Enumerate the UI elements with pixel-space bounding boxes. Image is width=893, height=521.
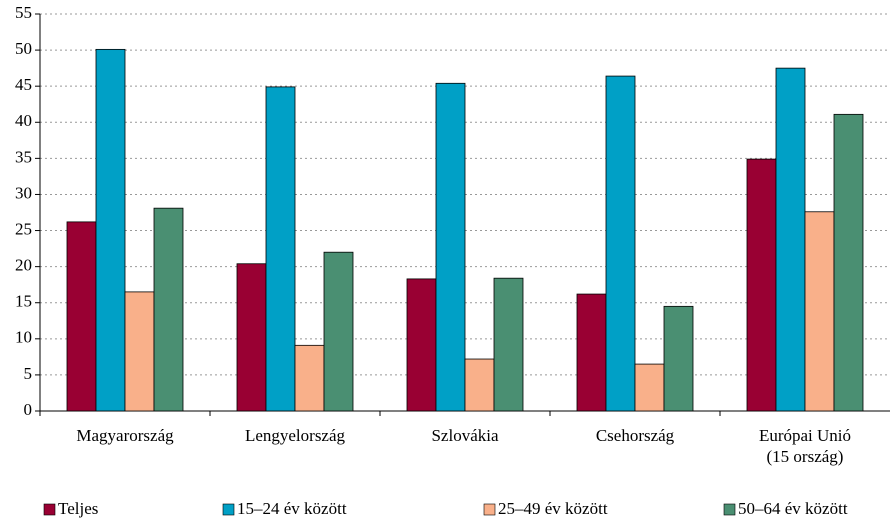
bar (833, 113, 864, 412)
y-tick-label: 15 (15, 292, 32, 311)
legend-label: 15–24 év között (237, 499, 347, 518)
bar (124, 291, 155, 412)
y-tick-label: 35 (15, 147, 32, 166)
y-tick-label: 30 (15, 183, 32, 202)
x-tick-label: Szlovákia (431, 426, 498, 445)
bar (493, 277, 524, 412)
y-tick-label: 0 (24, 400, 33, 419)
bar (323, 251, 354, 412)
y-tick-label: 40 (15, 111, 32, 130)
bar (576, 293, 607, 412)
bar (294, 344, 325, 412)
legend-swatch (222, 503, 235, 516)
x-tick-label: Lengyelország (245, 426, 346, 445)
bar (265, 86, 296, 412)
bar (775, 67, 806, 412)
x-tick-label: Csehország (596, 426, 675, 445)
y-tick-label: 25 (15, 219, 32, 238)
bar (605, 75, 636, 412)
y-tick-label: 50 (15, 39, 32, 58)
bar (634, 363, 665, 412)
y-tick-label: 55 (15, 3, 32, 22)
x-tick-label: Magyarország (76, 426, 174, 445)
y-tick-label: 45 (15, 75, 32, 94)
bar (464, 358, 495, 412)
bar (663, 305, 694, 412)
bar (406, 278, 437, 412)
y-tick-label: 5 (24, 364, 33, 383)
bar (804, 211, 835, 412)
legend-label: 25–49 év között (498, 499, 608, 518)
y-tick-label: 20 (15, 256, 32, 275)
bar (66, 221, 97, 412)
bar (746, 158, 777, 412)
legend-swatch (723, 503, 736, 516)
legend-label: Teljes (58, 499, 98, 518)
x-tick-label: Európai Unió (15 ország) (759, 426, 851, 466)
bar (153, 207, 184, 412)
bar (95, 48, 126, 412)
bar (236, 263, 267, 412)
y-tick-label: 10 (15, 328, 32, 347)
bar (435, 82, 466, 412)
legend-swatch (43, 503, 56, 516)
legend-label: 50–64 év között (738, 499, 848, 518)
legend-swatch (483, 503, 496, 516)
